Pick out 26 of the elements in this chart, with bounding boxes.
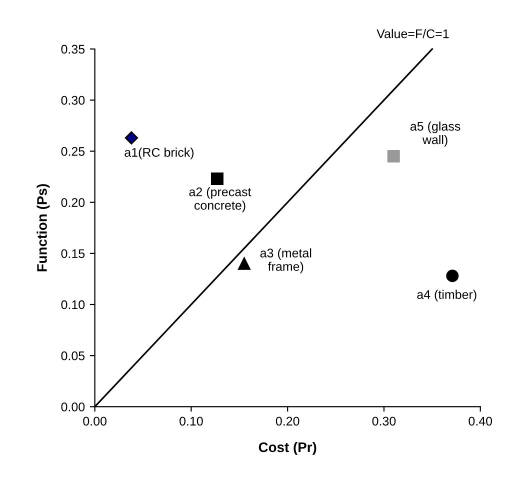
x-tick-label: 0.40 [468,416,492,426]
series-label: a3 (metal frame) [260,248,312,274]
series-label: a2 (precast concrete) [189,187,252,212]
point [446,270,459,282]
x-tick-label: 0.30 [372,416,396,426]
series-label: a4 (timber) [417,290,476,302]
y-tick-label: 0.05 [61,351,85,360]
point [210,172,224,186]
x-tick-label: 0.10 [180,416,203,426]
y-tick-label: 0.30 [61,96,85,105]
y-tick-label: 0.00 [61,402,85,412]
series-label: Value=F/C=1 [376,29,449,38]
series-label: a5 (glass wall) [410,122,460,147]
y-axis-title: Function (Ps) [36,184,50,272]
x-axis-title: Cost (Pr) [258,442,316,455]
point [238,257,250,270]
x-tick-label: 0.00 [83,416,106,426]
x-tick-label: 0.20 [276,416,300,426]
series-label: a1(RC brick) [124,148,194,160]
y-tick-label: 0.20 [61,198,85,207]
y-tick-label: 0.35 [61,44,85,54]
y-tick-label: 0.10 [61,300,85,310]
point [124,131,138,144]
point [387,150,400,163]
y-tick-label: 0.15 [61,249,85,258]
y-tick-label: 0.25 [61,147,85,156]
